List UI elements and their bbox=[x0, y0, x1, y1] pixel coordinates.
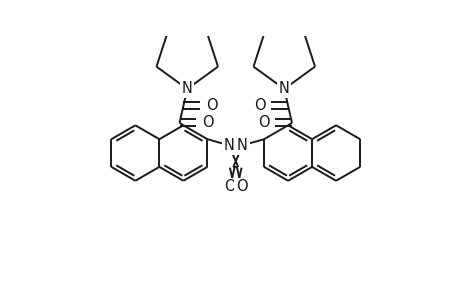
Text: N: N bbox=[181, 82, 192, 97]
Text: O: O bbox=[205, 98, 217, 113]
Text: O: O bbox=[224, 179, 235, 194]
Text: N: N bbox=[223, 138, 234, 153]
Text: N: N bbox=[236, 138, 247, 153]
Text: N: N bbox=[278, 82, 289, 97]
Text: O: O bbox=[254, 98, 265, 113]
Text: O: O bbox=[202, 116, 213, 130]
Text: O: O bbox=[235, 179, 247, 194]
Text: O: O bbox=[257, 116, 269, 130]
